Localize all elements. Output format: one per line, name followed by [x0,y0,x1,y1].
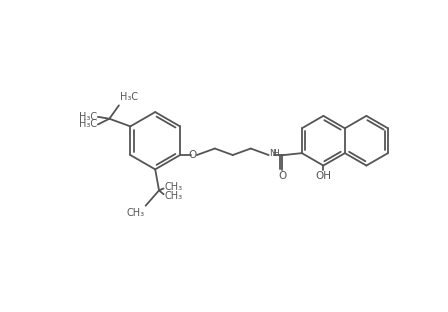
Text: N: N [269,149,276,158]
Text: H₃C: H₃C [78,112,97,122]
Text: O: O [278,172,286,182]
Text: OH: OH [315,171,332,181]
Text: H₃C: H₃C [78,119,97,129]
Text: O: O [188,150,196,160]
Text: CH₃: CH₃ [165,182,183,192]
Text: CH₃: CH₃ [126,207,145,217]
Text: H: H [272,149,279,158]
Text: CH₃: CH₃ [165,191,183,201]
Text: H₃C: H₃C [120,92,138,102]
